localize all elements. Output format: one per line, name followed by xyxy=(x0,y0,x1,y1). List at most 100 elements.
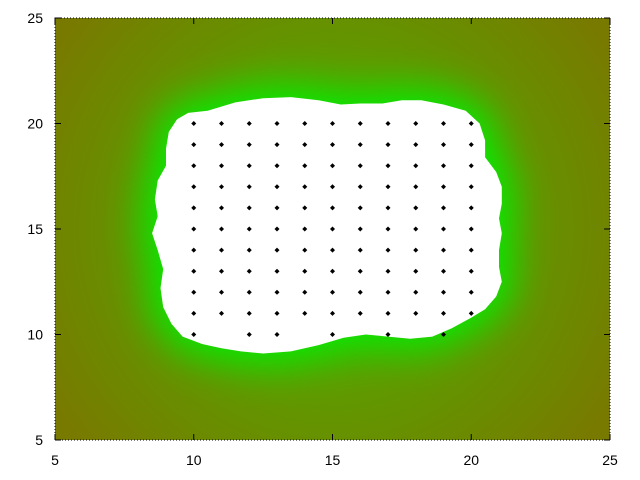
data-point xyxy=(274,247,280,253)
y-tick-label: 25 xyxy=(27,10,43,26)
data-point xyxy=(330,332,335,337)
data-point xyxy=(441,268,446,274)
data-point xyxy=(357,205,363,211)
data-point xyxy=(441,163,446,169)
data-point xyxy=(274,142,280,148)
data-point xyxy=(302,163,308,169)
data-point xyxy=(468,289,474,295)
data-point xyxy=(302,142,308,148)
data-point xyxy=(219,121,224,126)
y-tick-label: 15 xyxy=(27,221,43,237)
data-point xyxy=(191,247,197,253)
data-point xyxy=(413,121,419,126)
data-point xyxy=(441,226,446,232)
data-point xyxy=(468,142,474,148)
data-point xyxy=(468,268,474,274)
data-point xyxy=(468,163,474,169)
data-point xyxy=(385,226,391,232)
data-point xyxy=(274,184,280,190)
data-point xyxy=(191,226,197,232)
x-tick-label: 15 xyxy=(325,452,341,468)
data-point xyxy=(246,184,252,190)
data-point xyxy=(413,289,419,295)
data-point xyxy=(246,268,252,274)
data-point xyxy=(413,205,419,211)
data-point xyxy=(191,184,197,190)
data-point xyxy=(441,121,446,126)
data-point xyxy=(246,332,252,337)
data-point xyxy=(246,226,252,232)
data-point xyxy=(357,268,363,274)
data-point xyxy=(468,247,474,253)
data-point xyxy=(385,205,391,211)
data-point xyxy=(191,268,197,274)
data-point xyxy=(413,247,419,253)
data-point xyxy=(219,205,224,211)
x-tick-label: 5 xyxy=(51,452,59,468)
x-tick-label: 20 xyxy=(463,452,479,468)
data-point xyxy=(274,226,280,232)
data-point xyxy=(330,268,335,274)
data-point xyxy=(274,205,280,211)
data-points xyxy=(191,121,474,337)
data-point xyxy=(274,121,280,126)
data-point xyxy=(385,184,391,190)
axes: 5 10 15 20 25 5 10 15 20 25 xyxy=(27,10,618,468)
data-point xyxy=(385,121,391,126)
data-point xyxy=(246,205,252,211)
data-point xyxy=(219,226,224,232)
data-point xyxy=(441,289,446,295)
data-point xyxy=(357,184,363,190)
data-point xyxy=(441,310,446,316)
y-tick-label: 5 xyxy=(35,432,43,448)
data-point xyxy=(274,289,280,295)
data-point xyxy=(219,268,224,274)
data-point xyxy=(413,226,419,232)
data-point xyxy=(191,142,197,148)
data-point xyxy=(219,310,224,316)
data-point xyxy=(302,268,308,274)
data-point xyxy=(330,142,335,148)
data-point xyxy=(413,163,419,169)
data-point xyxy=(441,184,446,190)
data-point xyxy=(357,310,363,316)
data-point xyxy=(441,205,446,211)
data-point xyxy=(191,205,197,211)
data-point xyxy=(302,289,308,295)
data-point xyxy=(385,310,391,316)
data-point xyxy=(302,121,308,126)
data-point xyxy=(385,268,391,274)
data-point xyxy=(191,163,197,169)
data-point xyxy=(330,310,335,316)
data-point xyxy=(385,332,391,337)
x-tick-label: 25 xyxy=(602,452,618,468)
x-tick-label: 10 xyxy=(186,452,202,468)
data-point xyxy=(274,163,280,169)
data-point xyxy=(357,226,363,232)
data-point xyxy=(302,184,308,190)
data-point xyxy=(441,332,446,337)
data-point xyxy=(219,163,224,169)
data-point xyxy=(330,163,335,169)
data-point xyxy=(246,163,252,169)
data-point xyxy=(191,332,197,337)
data-point xyxy=(330,121,335,126)
y-tick-label: 20 xyxy=(27,116,43,132)
data-point xyxy=(468,184,474,190)
data-point xyxy=(385,289,391,295)
data-point xyxy=(191,121,197,126)
data-point xyxy=(302,310,308,316)
data-point xyxy=(330,247,335,253)
data-point xyxy=(468,205,474,211)
data-point xyxy=(385,247,391,253)
data-point xyxy=(219,184,224,190)
data-point xyxy=(246,142,252,148)
data-point xyxy=(385,163,391,169)
data-point xyxy=(441,247,446,253)
data-point xyxy=(413,268,419,274)
data-point xyxy=(357,121,363,126)
y-tick-label: 10 xyxy=(27,327,43,343)
data-point xyxy=(246,289,252,295)
data-point xyxy=(219,142,224,148)
